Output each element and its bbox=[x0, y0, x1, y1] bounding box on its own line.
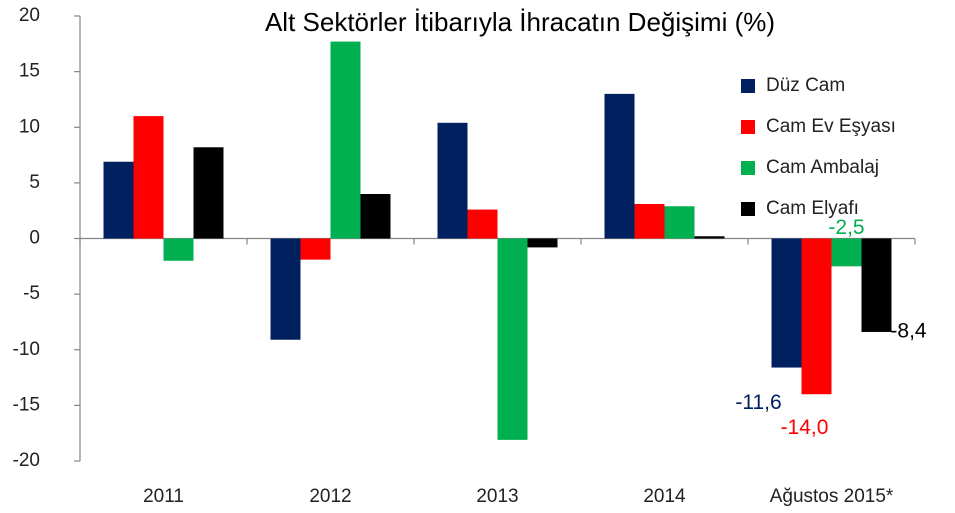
bar bbox=[831, 238, 862, 267]
data-label: -11,6 bbox=[735, 391, 781, 414]
bar bbox=[467, 209, 498, 239]
legend-swatch bbox=[741, 120, 755, 134]
bar bbox=[694, 236, 725, 239]
bar bbox=[133, 116, 164, 239]
bar bbox=[193, 147, 224, 239]
y-tick-label: 5 bbox=[29, 172, 40, 193]
bar bbox=[360, 194, 391, 239]
y-tick-label: -10 bbox=[13, 339, 40, 360]
bar bbox=[861, 238, 892, 332]
y-tick-label: -5 bbox=[23, 283, 40, 304]
y-tick-label: 15 bbox=[19, 61, 40, 82]
bar bbox=[801, 238, 832, 395]
data-label: -14,0 bbox=[781, 416, 829, 439]
legend-swatch bbox=[741, 161, 755, 175]
x-tick-label: 2012 bbox=[309, 486, 351, 507]
x-tick-label: 2011 bbox=[143, 486, 184, 507]
x-tick-label: 2013 bbox=[476, 486, 518, 507]
legend-label: Cam Ev Eşyası bbox=[766, 116, 896, 137]
chart-title: Alt Sektörler İtibarıyla İhracatın Değiş… bbox=[265, 7, 775, 37]
bar bbox=[103, 161, 134, 239]
x-tick-label: 2014 bbox=[643, 486, 686, 507]
bar bbox=[163, 238, 194, 261]
y-tick-label: 10 bbox=[19, 116, 40, 137]
y-tick-label: -20 bbox=[13, 450, 40, 471]
bar bbox=[437, 122, 468, 239]
bar bbox=[497, 238, 528, 440]
legend-swatch bbox=[741, 202, 755, 216]
legend-swatch bbox=[741, 79, 755, 93]
bar bbox=[527, 238, 558, 248]
bar bbox=[664, 206, 695, 239]
bar bbox=[771, 238, 802, 368]
bar bbox=[330, 41, 361, 239]
x-tick-label: Ağustos 2015* bbox=[770, 486, 894, 507]
legend-label: Cam Ambalaj bbox=[766, 157, 879, 178]
legend-label: Cam Elyafı bbox=[766, 198, 859, 219]
y-tick-label: 20 bbox=[19, 5, 40, 26]
bar bbox=[604, 93, 635, 239]
data-label: -2,5 bbox=[828, 216, 864, 239]
legend-label: Düz Cam bbox=[766, 75, 845, 96]
y-tick-label: 0 bbox=[29, 228, 40, 249]
bar bbox=[270, 238, 301, 340]
y-tick-label: -15 bbox=[13, 394, 40, 415]
data-label: -8,4 bbox=[890, 319, 927, 342]
bar bbox=[634, 204, 665, 239]
bar bbox=[300, 238, 331, 260]
